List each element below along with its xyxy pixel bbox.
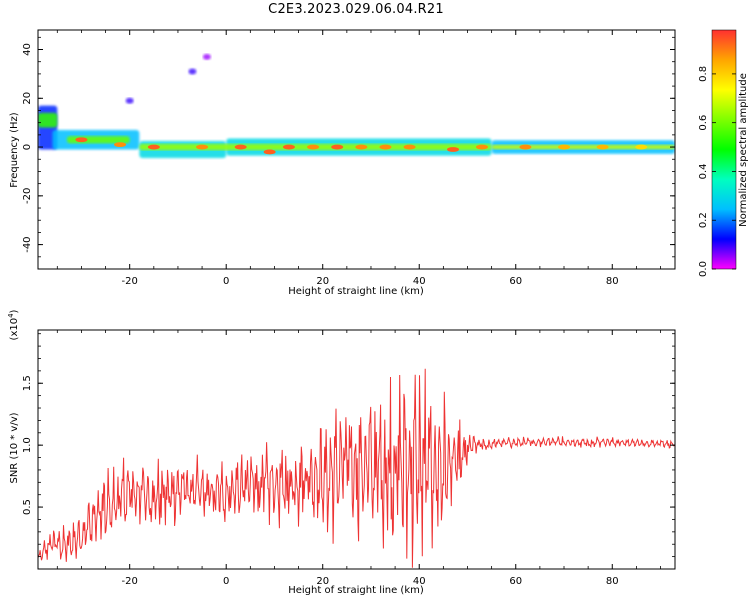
- spectrogram-blob: [202, 53, 211, 60]
- spectrogram-y-label: Frequency (Hz): [9, 112, 20, 188]
- snr-y-multiplier-prefix: (x10: [9, 318, 20, 341]
- spectrogram-frame: [37, 29, 676, 270]
- colorbar-tick-label: 0.2: [698, 212, 709, 228]
- y-tick-label: 0: [22, 144, 33, 150]
- x-tick-label: 0: [223, 276, 229, 287]
- spectrogram-peak: [558, 144, 571, 150]
- spectrogram-y-ticks: -40 -20 0 20 40: [22, 36, 675, 270]
- spectrogram-peak: [519, 144, 532, 150]
- spectrogram-peak: [114, 142, 127, 148]
- colorbar-tick-label: 0.8: [698, 66, 709, 82]
- snr-frame: [37, 329, 676, 570]
- spectrogram-x-ticks: -20 0 20 40 60 80: [56, 30, 661, 287]
- colorbar: 0.0 0.2 0.4 0.6 0.8 Normalized spectral ampl…: [698, 29, 749, 277]
- y-tick-label: 20: [22, 92, 33, 105]
- y-tick-label: 0.5: [22, 499, 33, 515]
- spectrogram-peak: [355, 144, 368, 150]
- y-tick-label: 1.5: [22, 375, 33, 391]
- snr-y-label: SNR (10 * v/v): [9, 412, 20, 483]
- x-tick-label: -20: [122, 276, 138, 287]
- spectrogram-peak: [403, 144, 416, 150]
- colorbar-tick-label: 0.0: [698, 261, 709, 277]
- spectrogram-x-label: Height of straight line (km): [288, 286, 424, 297]
- spectrogram-peak: [234, 144, 247, 150]
- spectrogram-peak: [635, 144, 648, 150]
- spectrogram-peak: [282, 144, 295, 150]
- spectrogram-peak: [75, 137, 88, 143]
- spectrogram-panel: -20 0 20 40 60 80 -40 -20 0 20 40 Height of strai…: [9, 29, 676, 297]
- spectrogram-blob: [188, 68, 197, 75]
- spectrogram-peak: [475, 144, 488, 150]
- spectrogram-heatmap: [38, 53, 675, 159]
- spectrogram-peak: [447, 147, 460, 152]
- snr-y-ticks: 0.5 1.0 1.5: [22, 333, 675, 570]
- y-tick-label: -40: [22, 236, 33, 252]
- x-tick-label: -20: [122, 576, 138, 587]
- snr-panel: -20 0 20 40 60 80 0.5 1.0 1.5 Height of straigh…: [7, 309, 676, 596]
- x-tick-label: 60: [509, 576, 522, 587]
- x-tick-label: 40: [413, 576, 426, 587]
- spectrogram-peak: [596, 144, 609, 150]
- snr-series-line: [38, 368, 675, 568]
- x-tick-label: 80: [606, 276, 619, 287]
- spectrogram-peak: [331, 144, 344, 150]
- colorbar-tick-label: 0.4: [698, 163, 709, 179]
- spectrogram-band: [491, 144, 675, 150]
- y-tick-label: 1.0: [22, 437, 33, 453]
- snr-y-multiplier-suffix: ): [9, 309, 20, 313]
- colorbar-ticks: 0.0 0.2 0.4 0.6 0.8: [698, 66, 736, 277]
- snr-x-label: Height of straight line (km): [288, 585, 424, 596]
- spectrogram-band: [38, 112, 58, 128]
- colorbar-gradient: [712, 30, 736, 269]
- spectrogram-peak: [263, 149, 276, 155]
- snr-x-ticks: -20 0 20 40 60 80: [56, 330, 661, 587]
- x-tick-label: 60: [509, 276, 522, 287]
- snr-y-multiplier: (x104): [7, 309, 20, 340]
- snr-y-multiplier-exponent: 4: [7, 313, 15, 318]
- x-tick-label: 20: [316, 576, 329, 587]
- spectrogram-peak: [379, 144, 392, 150]
- x-tick-label: 40: [413, 276, 426, 287]
- colorbar-label: Normalized spectral amplitude: [738, 73, 749, 227]
- spectrogram-peak: [307, 144, 320, 150]
- spectrogram-peak: [147, 144, 160, 150]
- spectrogram-peak: [196, 144, 209, 150]
- y-tick-label: 40: [22, 43, 33, 56]
- y-tick-label: -20: [22, 188, 33, 204]
- x-tick-label: 80: [606, 576, 619, 587]
- x-tick-label: 0: [223, 576, 229, 587]
- x-tick-label: 20: [316, 276, 329, 287]
- spectrogram-blob: [125, 97, 134, 104]
- colorbar-frame: [711, 29, 737, 270]
- page-title: C2E3.2023.029.06.04.R21: [268, 2, 444, 17]
- colorbar-tick-label: 0.6: [698, 115, 709, 131]
